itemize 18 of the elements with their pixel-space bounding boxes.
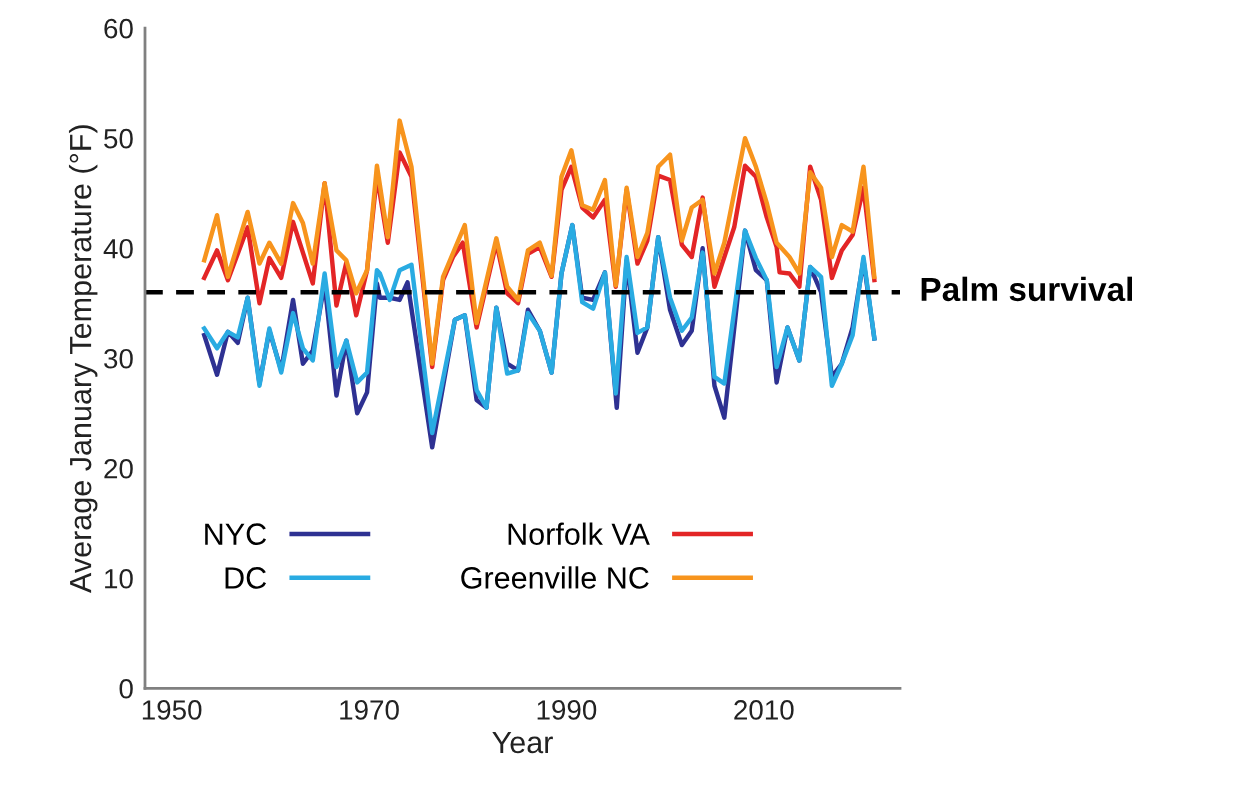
x-tick-label: 2010 [734,700,794,720]
y-tick-label: 60 [104,18,133,39]
y-tick-label: 50 [104,128,133,149]
y-tick-label: 30 [104,348,133,369]
ref-line-label: Palm survival [921,276,1133,302]
y-tick-label: 20 [104,458,133,479]
x-axis-title: Year [492,731,553,754]
y-tick-label: 10 [105,568,133,589]
y-axis-title: Average January Temperature (°F) [68,125,98,593]
x-tick-label: 1950 [142,700,202,720]
legend-label: Norfolk VA [508,522,650,545]
legend-label: NYC [205,523,267,545]
legend-label: DC [225,567,267,589]
x-tick-label: 1970 [340,700,399,720]
y-tick-label: 40 [103,238,133,259]
legend-label: Greenville NC [461,566,649,589]
y-tick-label: 0 [119,678,133,699]
x-tick-label: 1990 [537,700,597,720]
